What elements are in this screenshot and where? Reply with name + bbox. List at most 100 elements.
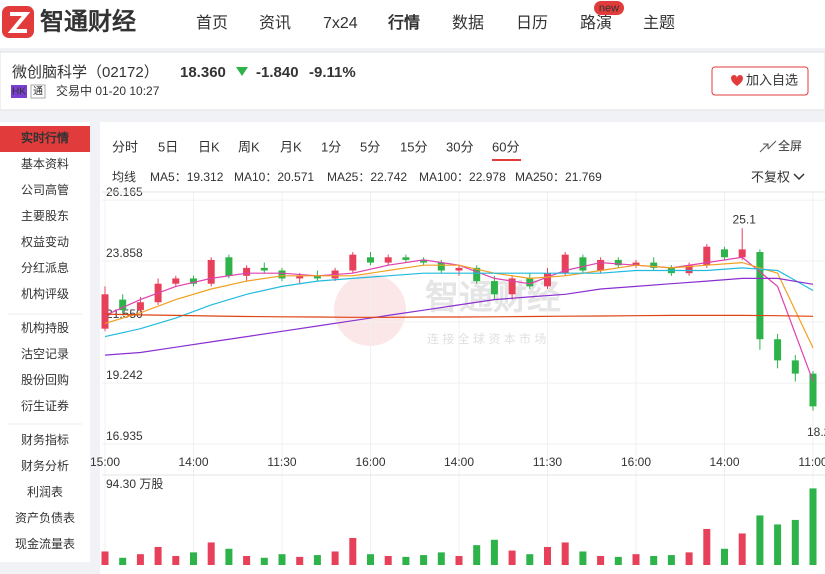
header-bar (0, 0, 825, 48)
candle-body (579, 257, 587, 271)
volume-tick-label: 94.30 万股 (106, 477, 163, 491)
x-tick-label: 11:30 (533, 455, 562, 469)
period-tab[interactable]: 15分 (400, 139, 427, 154)
nav-item[interactable]: 日历 (516, 15, 548, 32)
sidebar-item[interactable]: 公司高管 (21, 182, 69, 197)
candle-body (313, 275, 321, 279)
y-tick-label: 16.935 (106, 429, 143, 443)
candle-body (721, 249, 728, 258)
stock-change: -1.840 (256, 64, 299, 81)
volume-bar (119, 557, 127, 565)
volume-bar (614, 556, 622, 565)
sidebar-item[interactable]: 利润表 (27, 485, 63, 499)
market-badge: HK (12, 87, 26, 98)
y-tick-label: 23.858 (106, 246, 143, 260)
legend-item: MA10：20.571 (234, 170, 314, 184)
logo-glyph (7, 12, 31, 33)
x-tick-label: 14:00 (178, 455, 208, 469)
trade-status: 交易中 01-20 10:27 (56, 83, 160, 98)
watch-label[interactable]: 加入自选 (746, 72, 798, 87)
sidebar-item[interactable]: 实时行情 (21, 130, 69, 145)
volume-bar (544, 546, 551, 565)
volume-bar (384, 555, 392, 565)
sidebar-item[interactable]: 现金流量表 (15, 536, 75, 551)
candle-body (420, 259, 428, 263)
fullscreen-icon[interactable] (759, 140, 777, 153)
candle-body (526, 278, 534, 287)
watch-button[interactable] (711, 66, 809, 96)
volume-bar (367, 554, 374, 565)
nav-item[interactable]: 行情 (387, 13, 420, 32)
adjust-select[interactable]: 不复权 (751, 169, 790, 184)
sidebar-active-bg (0, 126, 90, 152)
volume-bar (508, 550, 516, 565)
candle-body (685, 265, 693, 274)
nav-item[interactable]: 首页 (196, 14, 228, 32)
high-annotation: 25.1 (733, 212, 757, 226)
candle-body (490, 281, 498, 295)
fullscreen-label[interactable]: 全屏 (778, 138, 802, 153)
stock-price: 18.360 (180, 64, 226, 81)
period-tab[interactable]: 日K (198, 139, 220, 154)
candle-body (544, 273, 551, 287)
sidebar-item[interactable]: 衍生证券 (21, 398, 69, 413)
volume-bar (225, 548, 233, 565)
candle-body (632, 262, 640, 266)
stock-change-pct: -9.11% (309, 64, 356, 81)
legend-separator: ： (175, 170, 187, 184)
period-tab[interactable]: 周K (238, 139, 260, 154)
candle-body (561, 254, 569, 274)
period-tab[interactable]: 分时 (112, 139, 138, 154)
sidebar-item[interactable]: 权益变动 (21, 234, 69, 249)
nav-item[interactable]: 数据 (452, 14, 484, 32)
sidebar-item[interactable]: 分红派息 (21, 260, 69, 275)
x-tick-label: 15:00 (90, 455, 120, 469)
candle-body (349, 254, 357, 271)
x-tick-label: 16:00 (355, 455, 385, 469)
sidebar-item[interactable]: 基本资料 (21, 157, 69, 171)
sidebar-item[interactable]: 机构持股 (21, 320, 69, 335)
volume-bar (260, 557, 268, 565)
x-tick-label: 14:00 (709, 455, 739, 469)
sidebar-item[interactable]: 股份回购 (21, 372, 69, 387)
nav-item[interactable]: 7x24 (323, 15, 358, 32)
legend-value: 22.742 (370, 170, 407, 184)
legend-value: 22.978 (469, 170, 506, 184)
candle-body (738, 249, 746, 258)
sidebar-item[interactable]: 沽空记录 (21, 347, 69, 361)
legend-item: MA250：21.769 (515, 170, 602, 184)
volume-bar (650, 555, 658, 565)
nav-item[interactable]: 主题 (643, 14, 675, 32)
volume-bar (101, 551, 109, 565)
market-badge-bg (11, 85, 27, 98)
period-tab[interactable]: 月K (280, 139, 302, 154)
period-tab[interactable]: 1分 (321, 139, 341, 154)
legend-item: MA5：19.312 (150, 170, 224, 184)
sidebar-item[interactable]: 主要股东 (21, 209, 69, 223)
legend-name: MA25 (327, 170, 359, 184)
period-tab[interactable]: 30分 (446, 139, 473, 154)
period-tab[interactable]: 5日 (158, 139, 178, 154)
legend-name: MA10 (234, 170, 266, 184)
volume-bar (579, 551, 587, 565)
period-tab[interactable]: 5分 (360, 139, 380, 154)
sidebar-item[interactable]: 资产负债表 (15, 511, 75, 525)
sidebar-item[interactable]: 财务分析 (21, 458, 69, 473)
nav-item[interactable]: 路演 (580, 14, 612, 32)
sidebar-item[interactable]: 财务指标 (21, 432, 69, 447)
legend-separator: ： (553, 170, 565, 184)
ma-line (104, 267, 814, 338)
volume-bar (473, 545, 481, 565)
candle-body (756, 252, 764, 340)
candle-body (207, 259, 215, 284)
candle-body (455, 267, 463, 271)
candle-body (650, 262, 658, 268)
candle-body (190, 278, 197, 284)
nav-item[interactable]: 资讯 (259, 14, 291, 32)
x-tick-label: 14:00 (444, 455, 474, 469)
period-tab[interactable]: 60分 (492, 139, 519, 154)
logo-text[interactable]: 智通财经 (40, 7, 136, 35)
sidebar-item[interactable]: 机构评级 (21, 286, 69, 301)
